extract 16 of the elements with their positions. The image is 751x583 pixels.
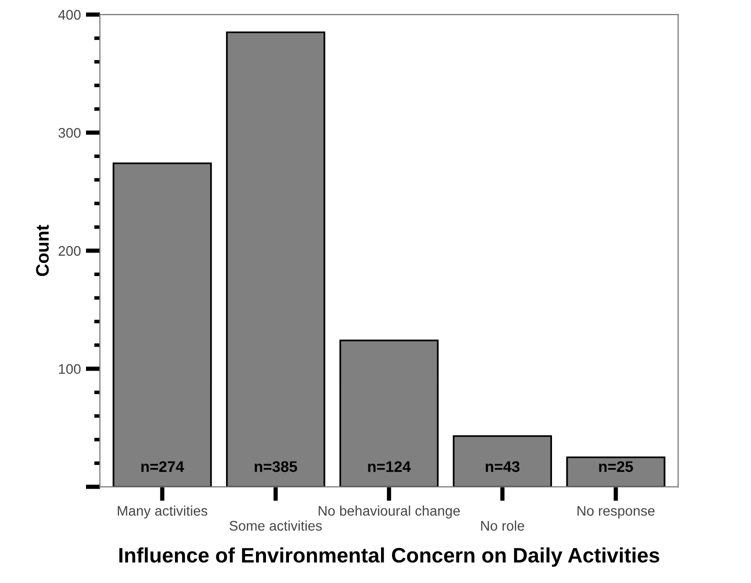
x-tick-label: No role bbox=[481, 520, 524, 531]
x-tick-label: Some activities bbox=[230, 520, 322, 531]
data-label: n=385 bbox=[254, 461, 298, 472]
y-tick-label: 100 bbox=[59, 364, 81, 374]
y-tick-label: 400 bbox=[58, 10, 81, 20]
data-label: n=43 bbox=[486, 461, 520, 472]
data-label: n=274 bbox=[141, 461, 184, 472]
x-tick-label: Many activities bbox=[118, 506, 208, 518]
x-tick-label: No behavioural change bbox=[318, 506, 460, 518]
data-label: n=124 bbox=[368, 461, 411, 472]
y-tick-label: 200 bbox=[58, 246, 81, 256]
y-axis-title: Count bbox=[36, 224, 49, 276]
x-tick-label: No response bbox=[578, 506, 655, 518]
x-axis-title: Influence of Environmental Concern on Daily Activities bbox=[119, 547, 660, 567]
data-label: n=25 bbox=[599, 461, 633, 472]
y-tick-label: 300 bbox=[58, 128, 81, 138]
